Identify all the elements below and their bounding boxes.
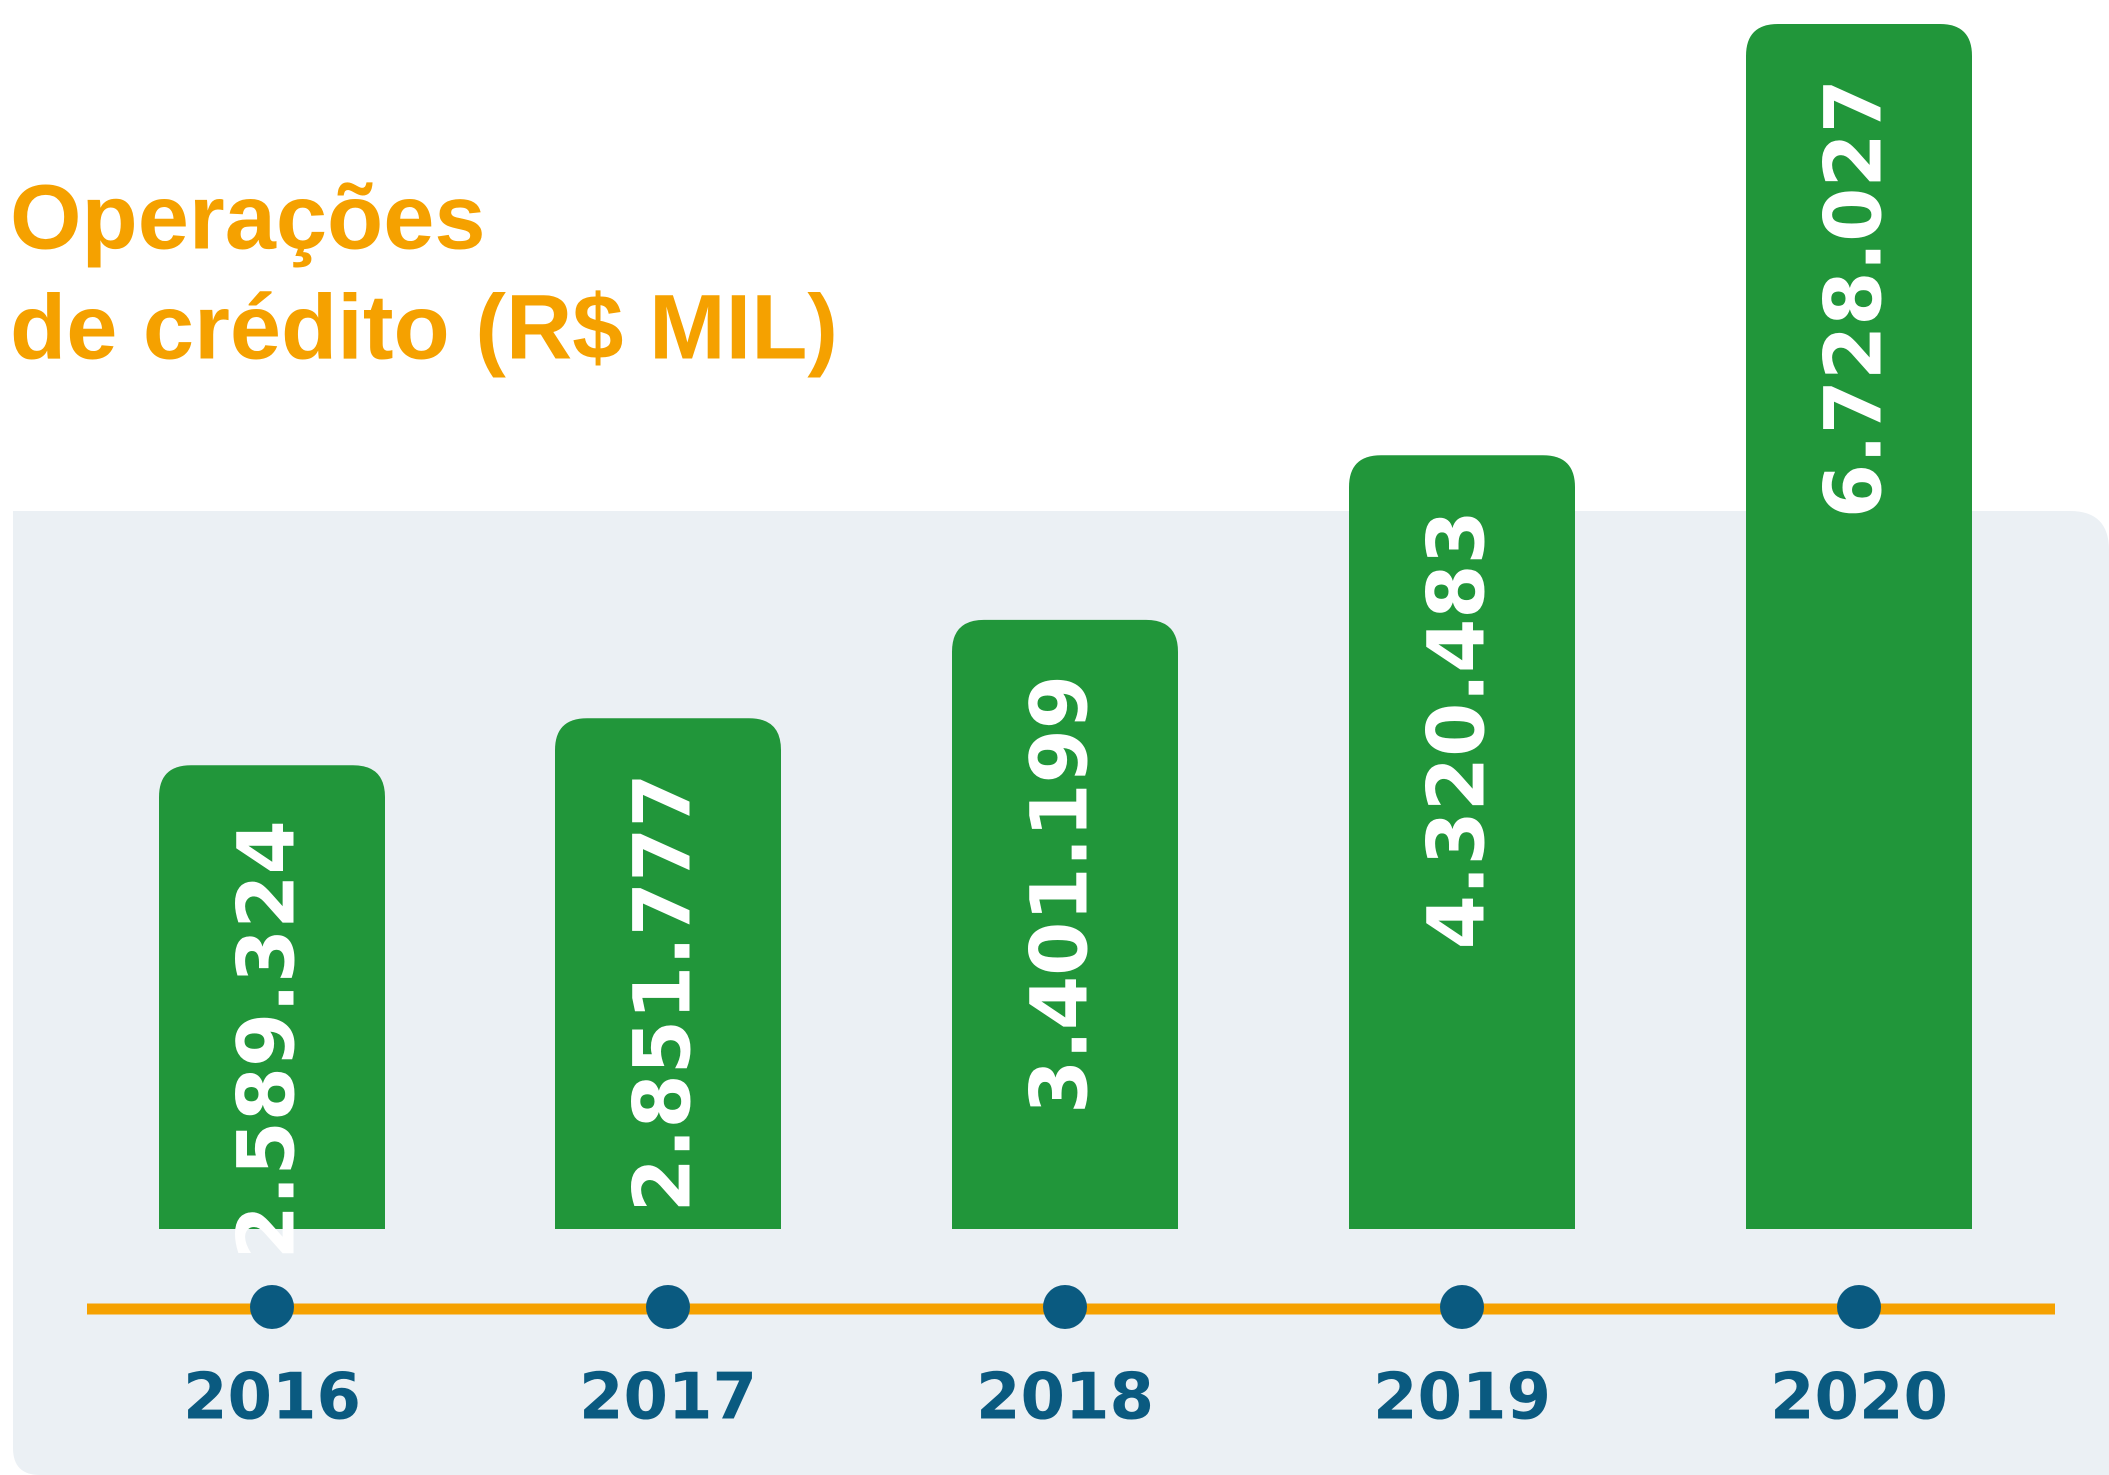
timeline-dot: [1837, 1285, 1881, 1329]
bar: [1746, 24, 1972, 1229]
bar: [555, 718, 781, 1229]
timeline-dot: [1043, 1285, 1087, 1329]
value-label: 3.401.199: [1015, 675, 1105, 1114]
value-label: 4.320.483: [1412, 510, 1502, 949]
x-tick-label: 2018: [976, 1361, 1154, 1435]
x-tick-label: 2017: [579, 1361, 757, 1435]
value-label: 2.851.777: [618, 773, 708, 1212]
value-label: 2.589.324: [222, 820, 312, 1259]
timeline-dot: [1440, 1285, 1484, 1329]
bar: [952, 619, 1178, 1229]
bar: [1349, 455, 1575, 1229]
x-tick-label: 2020: [1770, 1361, 1948, 1435]
bar: [159, 765, 385, 1229]
chart-title: de crédito (R$ MIL): [10, 276, 838, 378]
value-label: 6.728.027: [1809, 79, 1899, 518]
x-tick-label: 2016: [183, 1361, 361, 1435]
chart-title: Operações: [10, 166, 486, 268]
timeline-dot: [646, 1285, 690, 1329]
timeline-dot: [250, 1285, 294, 1329]
x-tick-label: 2019: [1373, 1361, 1551, 1435]
